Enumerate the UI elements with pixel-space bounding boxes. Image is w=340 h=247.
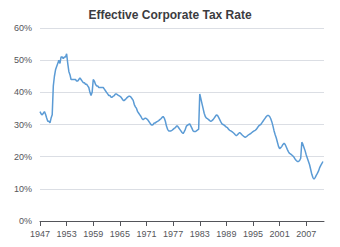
svg-text:60%: 60% <box>14 23 32 33</box>
svg-text:50%: 50% <box>14 55 32 65</box>
svg-text:30%: 30% <box>14 120 32 130</box>
svg-text:1959: 1959 <box>83 229 103 239</box>
svg-text:1953: 1953 <box>57 229 77 239</box>
svg-text:1971: 1971 <box>136 229 156 239</box>
svg-text:1995: 1995 <box>243 229 263 239</box>
svg-text:1947: 1947 <box>30 229 50 239</box>
svg-text:1977: 1977 <box>163 229 183 239</box>
svg-text:40%: 40% <box>14 87 32 97</box>
svg-text:20%: 20% <box>14 152 32 162</box>
svg-text:2007: 2007 <box>296 229 316 239</box>
svg-text:2001: 2001 <box>270 229 290 239</box>
svg-text:1965: 1965 <box>110 229 130 239</box>
svg-text:1983: 1983 <box>190 229 210 239</box>
svg-text:1989: 1989 <box>216 229 236 239</box>
svg-text:Effective Corporate Tax Rate: Effective Corporate Tax Rate <box>88 8 251 22</box>
svg-text:0%: 0% <box>19 216 32 226</box>
svg-text:10%: 10% <box>14 184 32 194</box>
